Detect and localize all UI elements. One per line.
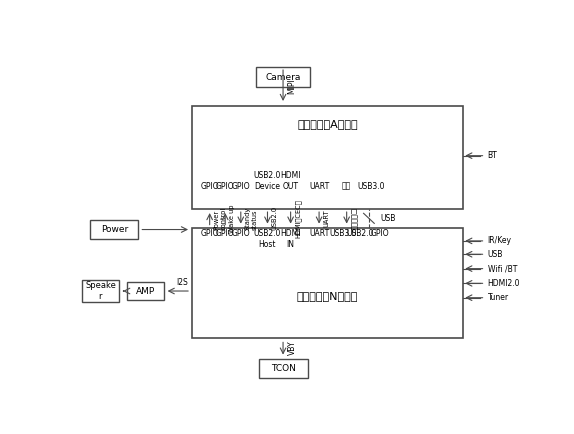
Text: 网口: 网口 bbox=[342, 182, 351, 191]
Text: GPIO: GPIO bbox=[370, 229, 389, 238]
Text: TCON: TCON bbox=[270, 364, 296, 373]
Text: GPIO: GPIO bbox=[216, 229, 235, 238]
Text: GPIO: GPIO bbox=[216, 182, 235, 191]
Text: USB: USB bbox=[488, 250, 503, 259]
Text: UART: UART bbox=[309, 229, 329, 238]
Text: GPIO: GPIO bbox=[200, 182, 219, 191]
Text: 十兆网口□: 十兆网口□ bbox=[351, 207, 357, 230]
Text: USB: USB bbox=[380, 214, 395, 223]
Text: BT: BT bbox=[488, 151, 498, 160]
Text: HDMI（CEC）: HDMI（CEC） bbox=[294, 199, 301, 238]
Text: I2S: I2S bbox=[176, 278, 188, 287]
Text: GPIO: GPIO bbox=[231, 229, 250, 238]
Bar bbox=[258, 358, 308, 378]
Bar bbox=[257, 67, 310, 87]
Text: HDMI2.0: HDMI2.0 bbox=[488, 279, 520, 288]
Text: MIPI: MIPI bbox=[288, 79, 297, 94]
Text: UART: UART bbox=[323, 210, 329, 227]
Text: 第一芯片（A芯片）: 第一芯片（A芯片） bbox=[297, 119, 358, 129]
Text: USB3.0: USB3.0 bbox=[329, 229, 357, 238]
Bar bbox=[127, 282, 164, 300]
Bar bbox=[192, 105, 463, 209]
Text: Camera: Camera bbox=[265, 72, 301, 82]
Text: AMP: AMP bbox=[136, 286, 155, 296]
Text: Tuner: Tuner bbox=[488, 293, 509, 302]
Text: HDMI
OUT: HDMI OUT bbox=[280, 171, 301, 191]
Text: UART: UART bbox=[309, 182, 329, 191]
Text: Power: Power bbox=[101, 225, 128, 234]
Text: VBY: VBY bbox=[288, 341, 297, 355]
Text: Power
control: Power control bbox=[214, 207, 227, 230]
Text: Wifi /BT: Wifi /BT bbox=[488, 264, 517, 273]
Text: Wake up: Wake up bbox=[229, 204, 235, 233]
Text: Speake
r: Speake r bbox=[85, 281, 116, 301]
Text: GPIO: GPIO bbox=[200, 229, 219, 238]
Text: USB2.0
Device: USB2.0 Device bbox=[254, 171, 281, 191]
Bar bbox=[91, 220, 138, 239]
Text: USB2.0
Host: USB2.0 Host bbox=[254, 229, 281, 249]
Text: IR/Key: IR/Key bbox=[488, 237, 511, 245]
Bar bbox=[192, 227, 463, 338]
Text: HDMI
IN: HDMI IN bbox=[280, 229, 301, 249]
Text: 第二芯片（N芯片）: 第二芯片（N芯片） bbox=[297, 291, 358, 301]
Text: USB2.0: USB2.0 bbox=[272, 206, 277, 230]
Text: USB3.0: USB3.0 bbox=[357, 182, 385, 191]
Text: GPIO: GPIO bbox=[231, 182, 250, 191]
Text: USB2.0: USB2.0 bbox=[346, 229, 374, 238]
Text: Standy
status: Standy status bbox=[245, 207, 258, 230]
Bar bbox=[82, 280, 119, 302]
